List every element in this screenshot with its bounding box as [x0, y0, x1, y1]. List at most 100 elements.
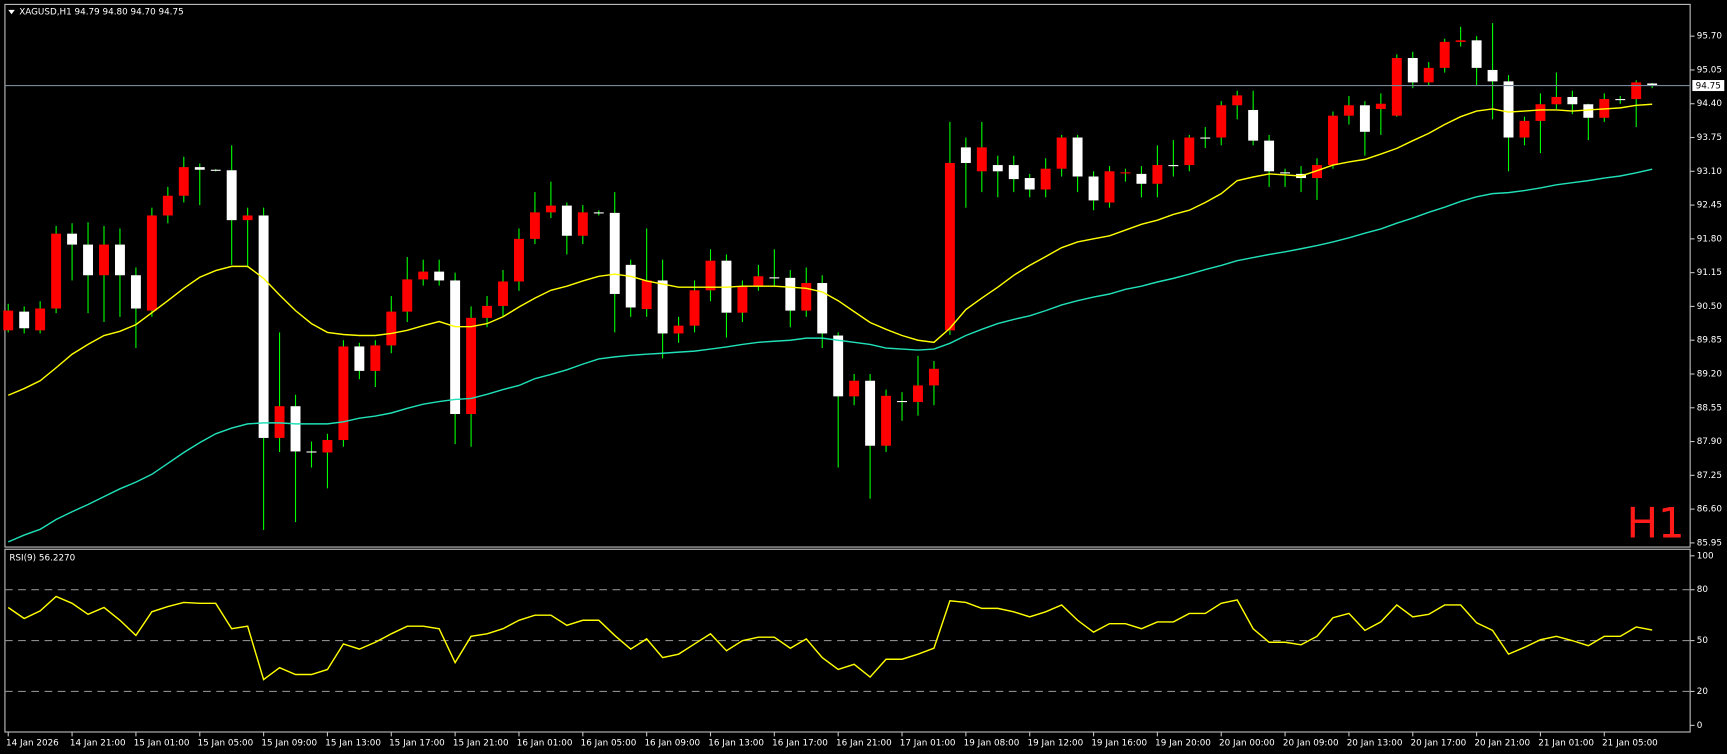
- y-tick-label: 20: [1697, 687, 1709, 697]
- candle-body: [1647, 83, 1658, 86]
- candle-body: [1471, 40, 1482, 68]
- candle-body: [514, 238, 524, 282]
- candle-body: [593, 212, 604, 214]
- candle-body: [162, 195, 173, 216]
- candle-body: [1184, 137, 1195, 166]
- x-tick-label: 19 Jan 08:00: [964, 738, 1020, 748]
- x-tick-label: 17 Jan 01:00: [900, 738, 956, 748]
- candle-body: [817, 283, 828, 334]
- candle-body: [1519, 120, 1530, 138]
- candle-body: [753, 276, 764, 287]
- y-tick-label: 0: [1697, 721, 1703, 731]
- x-tick-label: 14 Jan 21:00: [70, 738, 126, 748]
- candle-body: [1615, 99, 1626, 101]
- candle-body: [1503, 81, 1514, 138]
- x-tick-label: 21 Jan 05:00: [1602, 738, 1658, 748]
- candle-body: [1264, 140, 1275, 172]
- candle-body: [1072, 137, 1083, 177]
- candle-body: [833, 335, 844, 397]
- candle-body: [290, 406, 301, 452]
- candle-body: [1328, 115, 1338, 166]
- y-tick-label: 95.05: [1697, 65, 1722, 75]
- candle-body: [1455, 40, 1466, 42]
- y-tick-label: 100: [1697, 551, 1714, 561]
- moving-average-line: [7, 103, 1653, 396]
- candle-body: [785, 277, 796, 311]
- y-tick-label: 95.70: [1697, 32, 1723, 42]
- candle-body: [657, 280, 668, 334]
- candle-body: [146, 215, 157, 311]
- candle-body: [466, 317, 477, 415]
- y-tick-label: 86.60: [1697, 505, 1723, 515]
- candle-body: [450, 280, 461, 415]
- candle-body: [705, 260, 716, 291]
- candle-body: [226, 170, 237, 221]
- candle-body: [83, 244, 93, 276]
- candle-body: [1391, 57, 1402, 116]
- candle-body: [322, 439, 333, 453]
- candle-body: [434, 271, 445, 281]
- candle-body: [737, 286, 748, 313]
- x-tick-label: 20 Jan 13:00: [1347, 738, 1403, 748]
- candle-body: [1343, 105, 1354, 116]
- candle-body: [625, 264, 636, 308]
- x-tick-label: 16 Jan 17:00: [772, 738, 828, 748]
- current-price-box: [1692, 80, 1725, 92]
- x-tick-label: 16 Jan 05:00: [581, 738, 637, 748]
- candle-body: [1008, 165, 1019, 180]
- candle-body: [944, 162, 955, 331]
- candle-body: [928, 368, 939, 386]
- candle-body: [1312, 165, 1322, 179]
- y-tick-label: 80: [1697, 585, 1709, 595]
- candle-body: [561, 205, 572, 236]
- candle-body: [913, 385, 923, 403]
- candle-body: [1216, 105, 1227, 138]
- y-tick-label: 87.25: [1697, 471, 1722, 481]
- candle-body: [897, 401, 907, 403]
- candle-body: [769, 277, 780, 279]
- x-tick-label: 20 Jan 00:00: [1219, 738, 1275, 748]
- y-tick-label: 93.75: [1697, 133, 1722, 143]
- candle-body: [1359, 105, 1370, 132]
- candle-body: [306, 451, 317, 453]
- current-price-label: 94.75: [1696, 82, 1721, 92]
- candle-body: [976, 147, 987, 172]
- candle-body: [1136, 173, 1147, 184]
- candle-body: [130, 275, 141, 309]
- candle-body: [1583, 104, 1594, 118]
- candle-body: [1280, 172, 1291, 174]
- candle-body: [1439, 41, 1450, 68]
- candle-body: [1248, 109, 1259, 141]
- candle-body: [3, 310, 14, 331]
- candle-body: [35, 308, 46, 331]
- candle-body: [1168, 165, 1179, 167]
- y-tick-label: 89.20: [1697, 369, 1723, 379]
- candle-body: [641, 280, 652, 310]
- x-tick-label: 20 Jan 09:00: [1283, 738, 1339, 748]
- candle-body: [865, 380, 876, 446]
- y-tick-label: 93.10: [1697, 167, 1723, 177]
- candle-body: [1120, 172, 1131, 174]
- candle-body: [1200, 137, 1211, 139]
- x-tick-label: 20 Jan 17:00: [1411, 738, 1467, 748]
- symbol-menu-icon[interactable]: [8, 9, 15, 15]
- candle-body: [1631, 82, 1642, 100]
- x-tick-label: 15 Jan 05:00: [198, 738, 254, 748]
- candle-body: [849, 380, 860, 397]
- y-tick-label: 94.40: [1697, 99, 1723, 109]
- x-tick-label: 19 Jan 20:00: [1155, 738, 1211, 748]
- candle-body: [1375, 103, 1386, 109]
- candle-body: [609, 212, 620, 294]
- candle-body: [1024, 178, 1035, 190]
- candle-body: [386, 311, 397, 346]
- candle-body: [992, 165, 1003, 172]
- candle-body: [1088, 176, 1099, 201]
- x-tick-label: 16 Jan 09:00: [644, 738, 700, 748]
- candle-body: [1040, 168, 1051, 190]
- candle-body: [370, 345, 381, 371]
- candle-body: [1423, 67, 1434, 83]
- candle-body: [689, 290, 700, 326]
- y-tick-label: 91.15: [1697, 268, 1722, 278]
- candle-body: [178, 167, 189, 196]
